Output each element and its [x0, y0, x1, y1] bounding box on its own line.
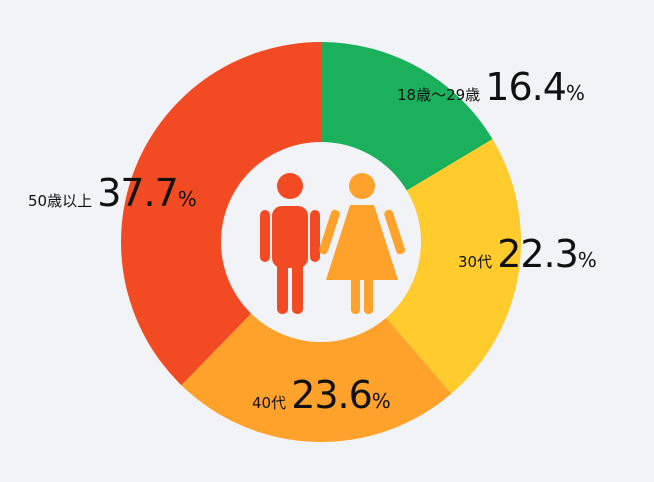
label-unit: % — [577, 248, 597, 272]
woman-icon — [319, 173, 405, 314]
label-50-plus: 50歳以上 37.7% — [28, 174, 197, 212]
slice-3 — [121, 42, 321, 386]
label-30s: 30代 22.3% — [458, 235, 597, 273]
label-category: 30代 — [458, 253, 493, 271]
label-40s: 40代 23.6% — [252, 376, 391, 414]
label-18-29: 18歳〜29歳 16.4% — [397, 68, 585, 106]
slice-2 — [181, 242, 452, 443]
slice-1 — [321, 139, 522, 394]
label-unit: % — [371, 389, 391, 413]
label-value: 16.4 — [485, 65, 567, 109]
label-category: 40代 — [252, 394, 287, 412]
label-category: 50歳以上 — [28, 192, 93, 210]
man-icon — [260, 173, 320, 314]
donut-hole — [221, 142, 421, 342]
label-value: 37.7 — [97, 171, 179, 215]
label-unit: % — [177, 187, 197, 211]
label-unit: % — [565, 81, 585, 105]
label-value: 23.6 — [291, 373, 373, 417]
label-value: 22.3 — [497, 232, 579, 276]
label-category: 18歳〜29歳 — [397, 86, 481, 104]
